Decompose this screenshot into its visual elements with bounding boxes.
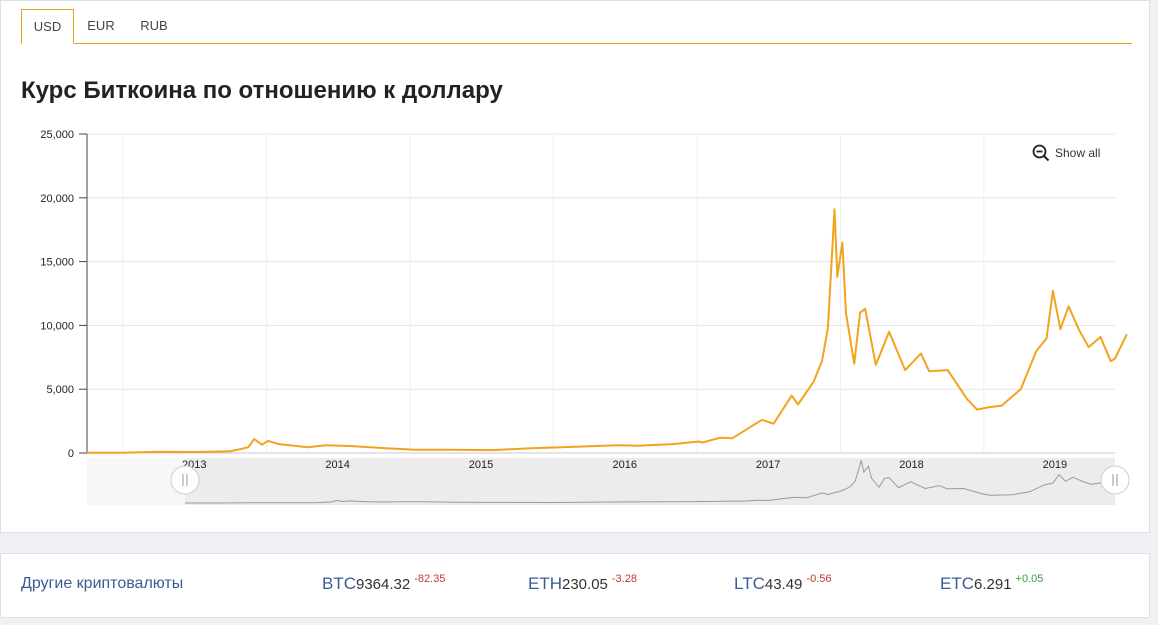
- x-tick-label: 2017: [756, 459, 780, 471]
- x-tick-label: 2016: [613, 459, 637, 471]
- navigator-handle-left[interactable]: [170, 465, 200, 495]
- coin-symbol: LTC: [734, 574, 765, 593]
- y-tick-label: 25,000: [40, 129, 74, 141]
- tab-eur[interactable]: EUR: [87, 18, 115, 33]
- coin-symbol: BTC: [322, 574, 356, 593]
- x-tick-label: 2014: [325, 459, 349, 471]
- coin-symbol: ETH: [528, 574, 562, 593]
- page-title: Курс Биткоина по отношению к доллару: [21, 77, 503, 104]
- navigator-handle-right[interactable]: [1100, 465, 1130, 495]
- x-axis: 2013 2014 2015 2016 2017 2018 2019: [182, 459, 1067, 471]
- other-cryptos-link[interactable]: Другие криптовалюты: [21, 575, 184, 592]
- coin-change: -82.35: [414, 573, 446, 585]
- y-tick-label: 10,000: [40, 320, 74, 332]
- show-all-label: Show all: [1055, 146, 1101, 160]
- coin-change: +0.05: [1015, 573, 1044, 585]
- chart-card: USD EUR RUB Курс Биткоина по отношению к…: [0, 0, 1150, 533]
- grid: [87, 133, 1115, 454]
- crypto-footer: Другие криптовалюты BTC9364.32 -82.35 ETH…: [0, 553, 1150, 618]
- coin-price: 230.05: [562, 576, 608, 593]
- series-line-btc-usd[interactable]: [87, 208, 1128, 454]
- zoom-out-icon: [1032, 144, 1050, 162]
- coin-change: -3.28: [611, 573, 637, 585]
- coin-etc[interactable]: ETC6.291 +0.05: [940, 573, 1044, 594]
- coin-symbol: ETC: [940, 574, 974, 593]
- coin-ltc[interactable]: LTC43.49 -0.56: [734, 573, 832, 594]
- tab-rub[interactable]: RUB: [140, 18, 168, 33]
- tab-usd[interactable]: USD: [21, 9, 74, 44]
- y-tick-label: 5,000: [46, 384, 74, 396]
- currency-tabs: USD EUR RUB: [21, 9, 1132, 44]
- x-tick-label: 2018: [899, 459, 923, 471]
- x-tick-label: 2019: [1043, 459, 1067, 471]
- y-tick-label: 20,000: [40, 193, 74, 205]
- show-all-button[interactable]: Show all: [1032, 143, 1100, 163]
- navigator-series-line: [185, 460, 1126, 504]
- coin-change: -0.56: [806, 573, 832, 585]
- coin-eth[interactable]: ETH230.05 -3.28: [528, 573, 637, 594]
- coin-btc[interactable]: BTC9364.32 -82.35: [322, 573, 446, 594]
- coin-price: 43.49: [764, 576, 803, 593]
- coin-price: 9364.32: [356, 576, 411, 593]
- x-tick-label: 2015: [469, 459, 493, 471]
- navigator-outside-left: [87, 458, 185, 505]
- coin-price: 6.291: [974, 576, 1012, 593]
- y-tick-label: 0: [68, 448, 74, 460]
- navigator-background[interactable]: [87, 458, 1115, 505]
- y-axis: 0 5,000 10,000 15,000 20,000 25,000: [40, 129, 88, 460]
- y-tick-label: 15,000: [40, 257, 74, 269]
